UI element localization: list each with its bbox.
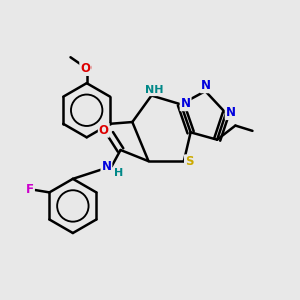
Text: O: O [99,124,109,137]
Text: S: S [185,155,194,168]
Text: N: N [181,97,190,110]
Text: N: N [226,106,236,119]
Text: N: N [201,79,211,92]
Text: F: F [26,183,34,196]
Text: N: N [101,160,111,173]
Text: O: O [80,62,90,75]
Text: NH: NH [145,85,163,95]
Text: O: O [82,62,92,75]
Text: H: H [114,168,123,178]
